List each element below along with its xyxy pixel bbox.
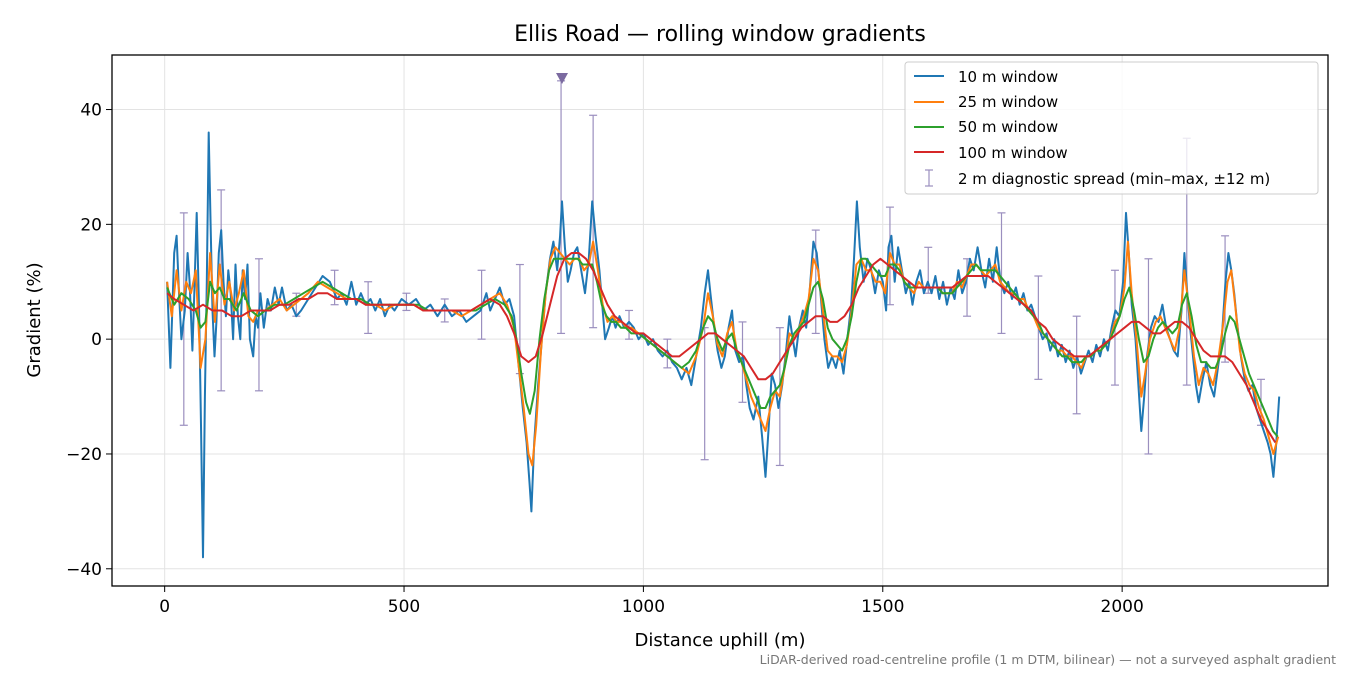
series-100m-line xyxy=(166,252,1277,444)
x-tick-label: 0 xyxy=(159,597,170,617)
legend-entry-25m: 25 m window xyxy=(914,93,1058,111)
errorbar xyxy=(997,212,1006,335)
y-tick-label: −40 xyxy=(66,560,102,580)
errorbar xyxy=(364,281,373,335)
legend-errorbar-icon xyxy=(925,169,933,187)
y-tick-label: 40 xyxy=(80,101,102,121)
axes-frame xyxy=(111,54,1329,587)
marker-layer xyxy=(556,72,569,84)
x-tick-label: 500 xyxy=(388,597,420,617)
errorbar xyxy=(625,309,634,340)
series-layer xyxy=(166,131,1281,559)
x-tick-label: 1000 xyxy=(622,597,665,617)
series-50m-line xyxy=(166,257,1279,438)
legend-label-errorbar: 2 m diagnostic spread (min–max, ±12 m) xyxy=(958,170,1270,188)
y-tick-label: −20 xyxy=(66,445,102,465)
legend-label-25m: 25 m window xyxy=(958,93,1058,111)
legend-label-50m: 50 m window xyxy=(958,118,1058,136)
y-tick-label: 0 xyxy=(91,330,102,350)
x-tick-label: 1500 xyxy=(861,597,904,617)
x-axis-label: Distance uphill (m) xyxy=(635,630,806,651)
errorbar xyxy=(1072,315,1081,415)
errorbar xyxy=(330,269,339,306)
legend-entry-10m: 10 m window xyxy=(914,68,1058,86)
legend: 10 m window 25 m window 50 m window 100 … xyxy=(904,61,1319,195)
footnote: LiDAR-derived road-centreline profile (1… xyxy=(760,652,1336,667)
legend-label-100m: 100 m window xyxy=(958,144,1068,162)
peak-marker-triangle xyxy=(556,72,569,84)
series-25m-line xyxy=(166,240,1280,467)
x-tick-label: 2000 xyxy=(1101,597,1144,617)
chart-title: Ellis Road — rolling window gradients xyxy=(514,22,926,47)
legend-box xyxy=(904,61,1319,195)
legend-entry-100m: 100 m window xyxy=(914,144,1068,162)
legend-label-10m: 10 m window xyxy=(958,68,1058,86)
errorbar xyxy=(700,327,709,461)
tick-layer: 0 500 1000 1500 2000 −40 −20 0 20 40 xyxy=(66,101,1144,617)
y-axis-label: Gradient (%) xyxy=(24,262,45,377)
y-tick-label: 20 xyxy=(80,215,102,235)
series-10m-line xyxy=(166,131,1281,559)
legend-entry-50m: 50 m window xyxy=(914,118,1058,136)
legend-entry-errorbar: 2 m diagnostic spread (min–max, ±12 m) xyxy=(925,169,1270,188)
